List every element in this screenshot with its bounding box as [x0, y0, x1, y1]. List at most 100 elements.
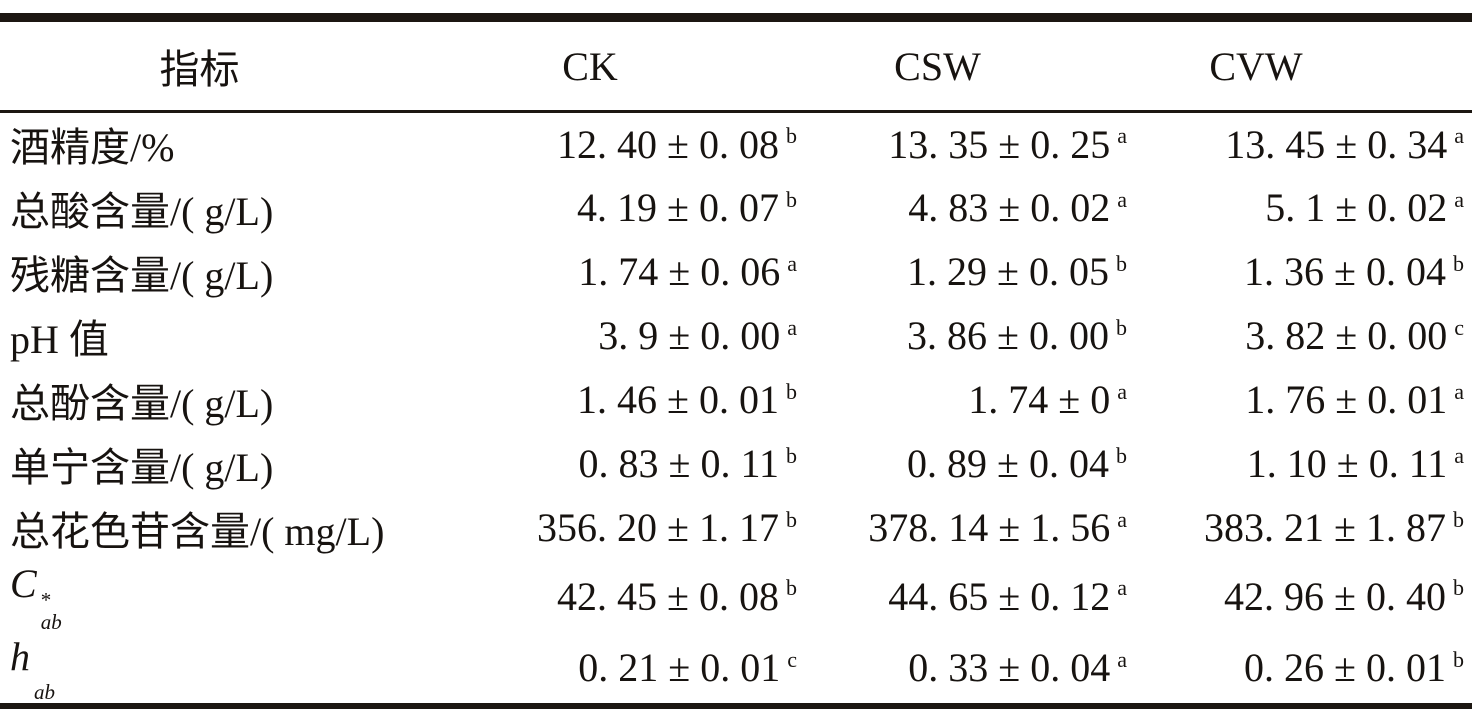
measurement-value: 13. 35 ± 0. 25 [888, 121, 1111, 167]
value-cell: 4. 83 ± 0. 02 a [805, 176, 1135, 240]
row-label-text: h [10, 634, 30, 680]
measurement-value: 1. 29 ± 0. 05 [907, 249, 1109, 294]
row-label-text: 总花色苷含量/( mg/L) [10, 508, 385, 554]
measurement-value: 12. 40 ± 0. 08 [557, 121, 779, 167]
significance-letter: a [1117, 647, 1127, 673]
value-cell: 4. 19 ± 0. 07 b [330, 176, 805, 240]
significance-letter: b [1116, 250, 1127, 276]
table-row: 总酚含量/( g/L) 1. 46 ± 0. 01 b 1. 74 ± 0 a 1. 76… [0, 368, 1472, 432]
measurement-value: 4. 19 ± 0. 07 [577, 185, 779, 230]
measurement-value: 44. 65 ± 0. 12 [888, 573, 1111, 619]
measurement-value: 0. 21 ± 0. 01 [578, 645, 781, 691]
value-cell: 3. 86 ± 0. 00 b [805, 304, 1135, 368]
row-label: C * ab [0, 560, 330, 634]
significance-letter: b [1453, 575, 1464, 601]
significance-letter: b [786, 442, 797, 468]
measurement-value: 0. 26 ± 0. 01 [1244, 645, 1446, 691]
measurement-value: 1. 74 ± 0. 06 [578, 249, 781, 294]
significance-letter: c [1454, 314, 1464, 340]
value-cell: 13. 35 ± 0. 25 a [805, 112, 1135, 176]
measurement-value: 5. 1 ± 0. 02 [1265, 185, 1448, 230]
value-cell: 0. 83 ± 0. 11 b [330, 432, 805, 496]
significance-letter: a [787, 250, 797, 276]
table-row: 酒精度/% 12. 40 ± 0. 08 b 13. 35 ± 0. 25 a 13. 4… [0, 112, 1472, 176]
value-cell: 3. 82 ± 0. 00 c [1135, 304, 1472, 368]
significance-letter: b [786, 575, 797, 601]
value-cell: 1. 46 ± 0. 01 b [330, 368, 805, 432]
row-label-subscript: ab [34, 679, 55, 704]
row-label: pH 值 [0, 304, 330, 368]
value-cell: 1. 76 ± 0. 01 a [1135, 368, 1472, 432]
significance-letter: b [786, 123, 797, 149]
column-header-ck: CK [330, 17, 805, 113]
table-body: 酒精度/% 12. 40 ± 0. 08 b 13. 35 ± 0. 25 a 13. 4… [0, 112, 1472, 708]
measurement-value: 0. 33 ± 0. 04 [908, 645, 1111, 691]
value-cell: 378. 14 ± 1. 56 a [805, 496, 1135, 560]
row-label: 总酸含量/( g/L) [0, 176, 330, 240]
table-row: h ab 0. 21 ± 0. 01 c 0. 33 ± 0. 04 a 0. 26 ± 0… [0, 633, 1472, 707]
row-label: h ab [0, 633, 330, 707]
value-cell: 44. 65 ± 0. 12 a [805, 560, 1135, 634]
significance-letter: b [1116, 314, 1127, 340]
measurement-value: 378. 14 ± 1. 56 [868, 505, 1111, 550]
measurement-value: 4. 83 ± 0. 02 [908, 185, 1111, 230]
significance-letter: a [1454, 123, 1464, 149]
significance-letter: a [1454, 442, 1464, 468]
measurement-value: 3. 82 ± 0. 00 [1245, 313, 1448, 358]
header-row: 指标 CK CSW CVW [0, 17, 1472, 113]
value-cell: 0. 26 ± 0. 01 b [1135, 633, 1472, 707]
measurement-value: 383. 21 ± 1. 87 [1204, 505, 1446, 550]
value-cell: 383. 21 ± 1. 87 b [1135, 496, 1472, 560]
value-cell: 42. 96 ± 0. 40 b [1135, 560, 1472, 634]
measurement-value: 1. 74 ± 0 [968, 377, 1111, 422]
significance-letter: a [1117, 575, 1127, 601]
value-cell: 13. 45 ± 0. 34 a [1135, 112, 1472, 176]
significance-letter: a [787, 314, 797, 340]
row-label: 残糖含量/( g/L) [0, 240, 330, 304]
row-label: 总花色苷含量/( mg/L) [0, 496, 384, 560]
significance-letter: b [786, 506, 797, 532]
measurement-value: 0. 83 ± 0. 11 [578, 441, 779, 486]
significance-letter: a [1454, 186, 1464, 212]
column-header-csw: CSW [805, 17, 1135, 113]
measurement-value: 3. 9 ± 0. 00 [598, 313, 781, 358]
significance-letter: a [1117, 378, 1127, 404]
measurement-value: 3. 86 ± 0. 00 [907, 313, 1109, 358]
table-row: 残糖含量/( g/L) 1. 74 ± 0. 06 a 1. 29 ± 0. 05 b 1… [0, 240, 1472, 304]
value-cell: 1. 29 ± 0. 05 b [805, 240, 1135, 304]
row-label-supsub: ab [34, 659, 55, 703]
row-label-superscript: * [40, 588, 52, 612]
table-row: 总酸含量/( g/L) 4. 19 ± 0. 07 b 4. 83 ± 0. 02 a 5… [0, 176, 1472, 240]
row-label-text: pH 值 [10, 316, 109, 362]
significance-letter: c [787, 647, 797, 673]
row-label-supsub: * ab [41, 589, 62, 633]
value-cell: 12. 40 ± 0. 08 b [330, 112, 805, 176]
significance-letter: a [1454, 378, 1464, 404]
measurement-value: 0. 89 ± 0. 04 [907, 441, 1109, 486]
value-cell: 0. 33 ± 0. 04 a [805, 633, 1135, 707]
table-row: pH 值 3. 9 ± 0. 00 a 3. 86 ± 0. 00 b 3. 82 ± 0… [0, 304, 1472, 368]
row-label-text: C [10, 560, 37, 606]
column-header-indicator: 指标 [0, 17, 330, 113]
significance-letter: a [1117, 186, 1127, 212]
column-header-cvw: CVW [1135, 17, 1472, 113]
row-label-text: 单宁含量/( g/L) [10, 444, 274, 490]
row-label-subscript: ab [40, 610, 62, 635]
row-label-text: 酒精度/% [10, 125, 175, 171]
significance-letter: b [1453, 250, 1464, 276]
significance-letter: b [1116, 442, 1127, 468]
table-row: 总花色苷含量/( mg/L) 356. 20 ± 1. 17 b 378. 14 ± … [0, 496, 1472, 560]
significance-letter: b [1453, 647, 1464, 673]
measurement-value: 42. 96 ± 0. 40 [1224, 573, 1446, 619]
measurement-value: 42. 45 ± 0. 08 [557, 573, 779, 619]
value-cell: 356. 20 ± 1. 17 b [330, 496, 805, 560]
row-label: 单宁含量/( g/L) [0, 432, 330, 496]
measurement-value: 356. 20 ± 1. 17 [537, 505, 779, 550]
measurement-value: 1. 46 ± 0. 01 [577, 377, 779, 422]
measurement-value: 1. 36 ± 0. 04 [1244, 249, 1446, 294]
significance-letter: a [1117, 123, 1127, 149]
table-row: C * ab 42. 45 ± 0. 08 b 44. 65 ± 0. 12 a 42. 96… [0, 560, 1472, 634]
value-cell: 5. 1 ± 0. 02 a [1135, 176, 1472, 240]
